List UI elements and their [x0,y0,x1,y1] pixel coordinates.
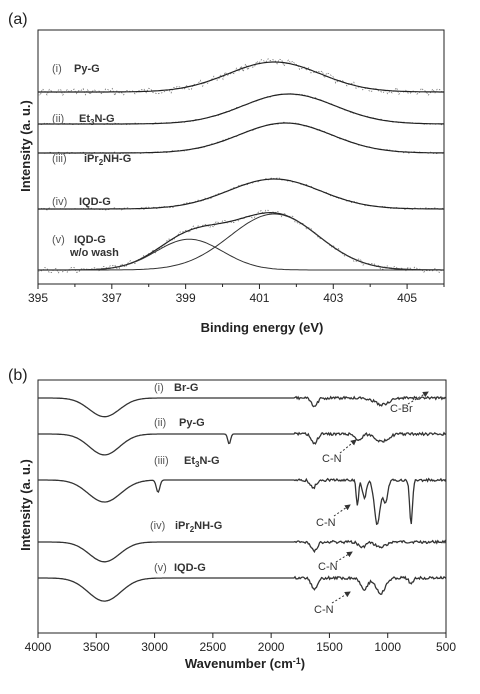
panel-b-spectrum-curve [38,539,447,563]
panel-b-x-tick-label: 500 [436,640,456,654]
panel-a-series-number: (iv) [52,196,67,208]
panel-a-fit-curve [38,122,444,154]
panel-b-series-number: (i) [154,382,164,394]
panel-a-x-tick-label: 401 [249,291,269,305]
panel-a-x-tick-label: 397 [102,291,122,305]
panel-a-series-name: Py-G [74,63,100,75]
panel-a-series-number: (v) [52,234,65,246]
panel-b-spectrum-curve [38,395,447,418]
panel-b-series-number: (ii) [154,417,166,429]
panel-b-x-tick-label: 2000 [258,640,285,654]
panel-a-x-tick-label: 399 [176,291,196,305]
panel-b-series-name: Py-G [179,417,205,429]
panel-a-series-number: (iii) [52,153,67,165]
panel-b-series-name: iPr2NH-G [175,520,222,534]
panel-a-component-peak [38,213,444,271]
panel-a-series-name: IQD-G [79,196,111,208]
panel-b-series-number: (iii) [154,455,169,467]
panel-b: (b) Intensity (a. u.) Wavenumber (cm-1) … [8,367,456,671]
panel-b-annotation: C-N [318,561,338,573]
panel-b-x-tick-label: 3500 [83,640,110,654]
panel-a-x-axis-label: Binding energy (eV) [201,320,324,335]
panel-a-series-name: iPr2NH-G [84,153,131,167]
panel-b-spectrum-curve [38,477,447,526]
panel-a-series-name: Et3N-G [79,113,115,127]
panel-b-annotation: C-N [322,453,342,465]
panel-b-plot-frame [37,379,447,634]
panel-b-x-tick-label: 4000 [25,640,52,654]
panel-a-raw-curve [37,121,445,155]
panel-a-component-peak [38,238,444,271]
panel-b-series-name: Et3N-G [184,455,220,469]
panel-a-x-tick-label: 403 [323,291,343,305]
panel-a-label: (a) [8,11,28,28]
panel-a-series-number: (i) [52,63,62,75]
panel-a-fit-curve [38,178,444,210]
panel-a-x-tick-label: 395 [28,291,48,305]
panel-a-x-tick-label: 405 [397,291,417,305]
panel-a-plot-frame [37,29,445,285]
panel-b-label: (b) [8,367,28,384]
panel-b-x-tick-label: 1500 [316,640,343,654]
panel-b-annotation-arrow [331,591,351,604]
panel-b-annotation: C-Br [390,403,413,415]
panel-a: (a) Intensity (a. u.) Binding energy (eV… [8,11,445,335]
panel-a-series-number: (ii) [52,113,64,125]
panel-a-series-name-line2: w/o wash [69,247,119,259]
panel-b-series-name: Br-G [174,382,198,394]
panel-b-series-number: (iv) [150,520,165,532]
panel-a-fit-curve [38,61,444,93]
panel-b-x-tick-label: 1000 [374,640,401,654]
panel-b-spectrum-curve [38,431,447,456]
panel-b-x-tick-label: 2500 [200,640,227,654]
panel-b-annotation-arrow [333,504,351,517]
panel-b-annotation-arrow [339,439,357,454]
panel-b-x-axis-label: Wavenumber (cm-1) [185,656,305,671]
panel-b-annotation: C-N [316,517,336,529]
panel-b-series-number: (v) [154,562,167,574]
panel-b-y-axis-label: Intensity (a. u.) [18,459,33,551]
panel-a-fit-curve [38,93,444,125]
panel-b-annotation-arrow [335,551,353,563]
panel-b-series-name: IQD-G [174,562,206,574]
panel-a-series-name: IQD-G [74,234,106,246]
panel-b-x-tick-label: 3000 [141,640,168,654]
panel-b-spectrum-curve [38,575,447,602]
panel-a-y-axis-label: Intensity (a. u.) [18,100,33,192]
panel-b-annotation: C-N [314,604,334,616]
